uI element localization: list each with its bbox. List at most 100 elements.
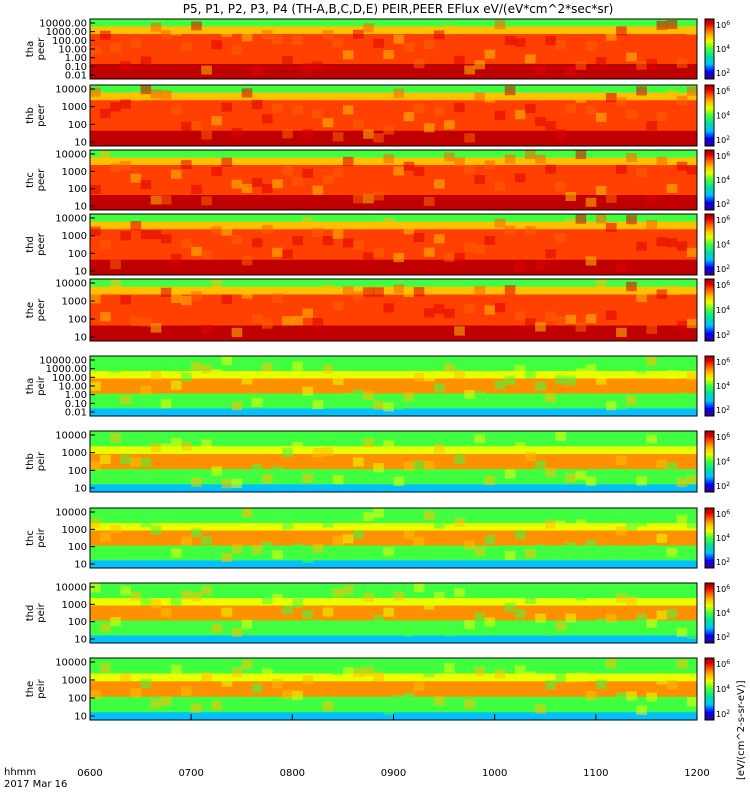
spectrogram-cell bbox=[292, 543, 303, 553]
spectrogram-cell bbox=[332, 168, 344, 178]
spectrogram-band bbox=[90, 100, 697, 109]
spectrogram-cell bbox=[342, 667, 354, 677]
spectrogram-cell bbox=[231, 45, 243, 55]
spectrogram-cell bbox=[444, 25, 455, 35]
spectrogram-cell bbox=[363, 129, 374, 139]
y-tick-label: 1.00 bbox=[65, 53, 87, 64]
spectrogram-cell bbox=[211, 624, 223, 634]
spectrogram-cell bbox=[646, 692, 658, 702]
spectrogram-cell bbox=[231, 127, 243, 138]
y-tick-label: 1000 bbox=[62, 676, 87, 687]
spectrogram-band bbox=[90, 635, 697, 644]
spectrogram-cell bbox=[676, 627, 688, 637]
spectrogram-cell bbox=[373, 287, 384, 297]
spectrogram-cell bbox=[140, 85, 152, 95]
spectrogram-cell bbox=[413, 232, 425, 242]
spectrogram-cell bbox=[646, 195, 658, 205]
spectrogram-cell bbox=[302, 168, 314, 178]
spectrogram-cell bbox=[656, 675, 668, 685]
spectrogram-cell bbox=[181, 295, 192, 306]
spectrogram-cell bbox=[656, 20, 668, 30]
spectrogram-cell bbox=[393, 166, 405, 176]
colorbar-tick-label: 102 bbox=[716, 709, 730, 719]
y-tick-label: 10.00 bbox=[58, 382, 87, 393]
spectrogram-cell bbox=[241, 508, 253, 518]
spectrogram-cell bbox=[231, 627, 243, 637]
spectrogram-cell bbox=[555, 316, 566, 326]
spectrogram-cell bbox=[282, 448, 293, 458]
spectrogram-cell bbox=[413, 583, 425, 593]
spectrogram-cell bbox=[454, 157, 465, 167]
spectrogram-cell bbox=[302, 609, 314, 619]
spectrogram-cell bbox=[241, 88, 253, 98]
colorbar bbox=[704, 213, 715, 276]
spectrogram-cell bbox=[312, 400, 324, 410]
spectrogram-cell bbox=[140, 180, 152, 190]
colorbar-tick-label: 106 bbox=[716, 215, 730, 225]
colorbar-tick-label: 104 bbox=[716, 608, 730, 618]
y-tick-label: 1.00 bbox=[65, 390, 87, 401]
spectrogram-cell bbox=[646, 618, 658, 628]
spectrogram-band bbox=[90, 56, 697, 65]
spectrogram-cell bbox=[100, 360, 111, 370]
spectrogram-cell bbox=[686, 371, 698, 381]
spectrogram-cell bbox=[231, 478, 243, 488]
spectrogram-cell bbox=[251, 99, 263, 109]
spectrogram-cell bbox=[413, 166, 425, 176]
spectrogram-band bbox=[90, 130, 697, 139]
y-tick-label: 10000 bbox=[55, 583, 87, 594]
spectrogram-cell bbox=[251, 397, 263, 407]
spectrogram-cell bbox=[474, 92, 486, 102]
spectrogram-cell bbox=[585, 539, 597, 549]
spectrogram-cell bbox=[545, 36, 556, 46]
x-tick-label: 0800 bbox=[280, 768, 305, 779]
panel-frame bbox=[89, 278, 698, 342]
spectrogram-cell bbox=[100, 312, 111, 322]
spectrogram-cell bbox=[585, 583, 597, 593]
spectrogram-cell bbox=[686, 475, 698, 485]
spectrogram-cell bbox=[332, 132, 344, 142]
spectrogram-cell bbox=[261, 668, 273, 678]
spectrogram-cell bbox=[686, 165, 698, 175]
x-axis: 0600 0700 0800 0900 1000 1100 1200 bbox=[77, 714, 710, 779]
spectrogram-cell bbox=[170, 664, 182, 674]
spectrogram-cell bbox=[565, 613, 577, 623]
spectrogram-cell bbox=[474, 546, 486, 556]
spectrogram-cell bbox=[433, 383, 445, 393]
spectrogram-cell bbox=[130, 591, 142, 601]
spectrogram-cell bbox=[616, 526, 627, 536]
spectrogram-cell bbox=[221, 552, 233, 562]
spectrogram-band bbox=[90, 553, 697, 561]
spectrogram-cell bbox=[160, 195, 172, 205]
colorbar-tick-label: 106 bbox=[716, 86, 730, 96]
panel-instrument-label: peir bbox=[36, 678, 47, 698]
spectrogram-cell bbox=[160, 234, 172, 244]
spectrogram-cell bbox=[616, 692, 627, 702]
spectrogram-cell bbox=[474, 286, 486, 296]
spectrogram-cell bbox=[605, 468, 617, 478]
spectrogram-cell bbox=[616, 97, 627, 107]
spectrogram-cell bbox=[140, 457, 152, 467]
spectrogram-cell bbox=[150, 323, 162, 333]
spectrogram-cell bbox=[140, 230, 152, 240]
spectrogram-band bbox=[90, 689, 697, 698]
y-tick-label: 0.10 bbox=[65, 399, 87, 410]
spectrogram-cell bbox=[504, 658, 516, 668]
spectrogram-cell bbox=[170, 169, 182, 179]
spectrogram-cell bbox=[282, 56, 293, 66]
spectrogram-band bbox=[90, 461, 697, 470]
colorbar-tick-label: 102 bbox=[716, 264, 730, 274]
spectrogram-cell bbox=[261, 474, 273, 484]
spectrogram-cell bbox=[201, 671, 212, 682]
spectrogram-cell bbox=[403, 42, 415, 52]
spectrogram-cell bbox=[383, 125, 394, 135]
spectrogram-cell bbox=[302, 473, 314, 483]
spectrogram-cell bbox=[494, 380, 506, 390]
spectrogram-cell bbox=[150, 370, 162, 380]
spectrogram-cell bbox=[211, 166, 223, 176]
spectrogram-cell bbox=[474, 434, 486, 444]
spectrogram-cell bbox=[535, 260, 546, 270]
spectrogram-cell bbox=[90, 381, 101, 391]
spectrogram-cell bbox=[100, 454, 111, 464]
spectrogram-cell bbox=[504, 36, 516, 46]
